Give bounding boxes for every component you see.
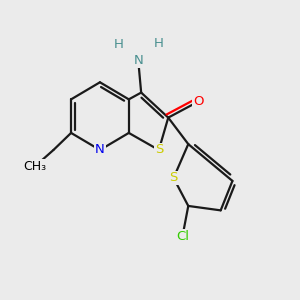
Text: S: S <box>169 172 178 184</box>
Text: O: O <box>193 95 204 108</box>
Text: CH₃: CH₃ <box>24 160 47 173</box>
Text: H: H <box>154 37 164 50</box>
Text: H: H <box>114 38 124 50</box>
Text: N: N <box>133 54 143 67</box>
Text: Cl: Cl <box>176 230 189 243</box>
Text: S: S <box>154 143 163 157</box>
Text: N: N <box>95 143 105 157</box>
